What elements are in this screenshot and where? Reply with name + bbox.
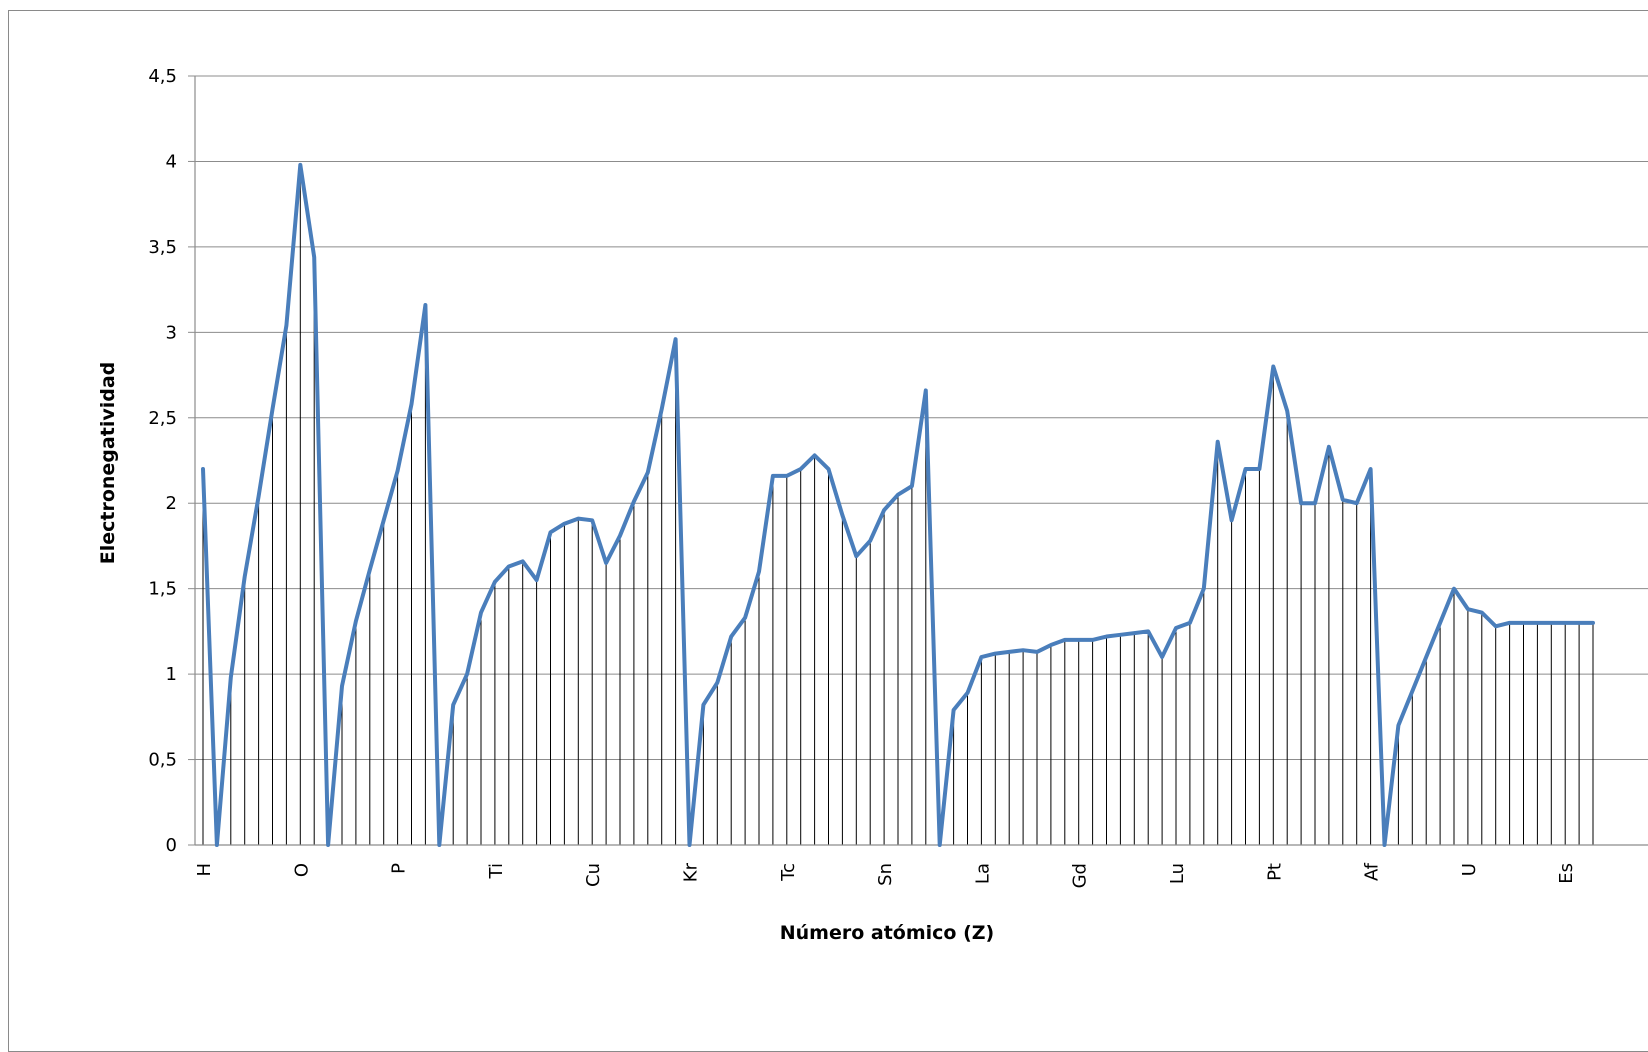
y-tick-label: 2 <box>166 493 177 514</box>
electronegativity-chart: 0 0,5 1 1,5 2 2,5 3 3,5 4 4,5 H O P Ti Cu Kr Tc Sn La Gd Lu P… <box>97 66 1648 944</box>
y-tick-label: 1 <box>166 664 177 685</box>
series-line <box>201 162 1595 847</box>
y-tick-label: 3,5 <box>148 237 177 258</box>
axes <box>188 75 1648 846</box>
grid-layer <box>195 75 1648 761</box>
y-tick-label: 0,5 <box>148 750 177 771</box>
y-tick-label: 4,5 <box>148 66 177 87</box>
y-tick-label: 2,5 <box>148 408 177 429</box>
tick-labels: 0 0,5 1 1,5 2 2,5 3 3,5 4 4,5 H O P Ti Cu Kr Tc Sn La Gd Lu P… <box>148 66 1577 888</box>
series-layer <box>201 162 1595 847</box>
x-tick-label: Es <box>1556 863 1577 884</box>
x-tick-label: P <box>389 863 410 874</box>
y-tick-label: 1,5 <box>148 579 177 600</box>
chart-frame: 0 0,5 1 1,5 2 2,5 3 3,5 4 4,5 H O P Ti Cu Kr Tc Sn La Gd Lu P… <box>8 10 1648 1052</box>
drop-lines <box>202 164 1594 845</box>
x-tick-label: Cu <box>583 863 604 887</box>
y-tick-label: 0 <box>166 835 177 856</box>
y-tick-label: 3 <box>166 322 177 343</box>
x-tick-label: Kr <box>681 862 702 882</box>
x-tick-label: Ti <box>486 863 507 879</box>
x-tick-label: H <box>194 863 215 877</box>
x-tick-label: Af <box>1362 862 1383 881</box>
x-tick-label: Sn <box>875 863 896 886</box>
y-axis-title: Electronegatividad <box>97 362 119 565</box>
x-tick-label: Pt <box>1264 863 1285 881</box>
x-tick-label: O <box>291 863 312 877</box>
x-tick-label: Gd <box>1070 863 1091 888</box>
x-tick-label: Lu <box>1167 863 1188 884</box>
x-axis-title: Número atómico (Z) <box>780 922 995 944</box>
x-tick-label: La <box>972 863 993 884</box>
x-tick-label: U <box>1459 863 1480 876</box>
y-tick-label: 4 <box>166 151 177 172</box>
x-tick-label: Tc <box>778 863 799 882</box>
